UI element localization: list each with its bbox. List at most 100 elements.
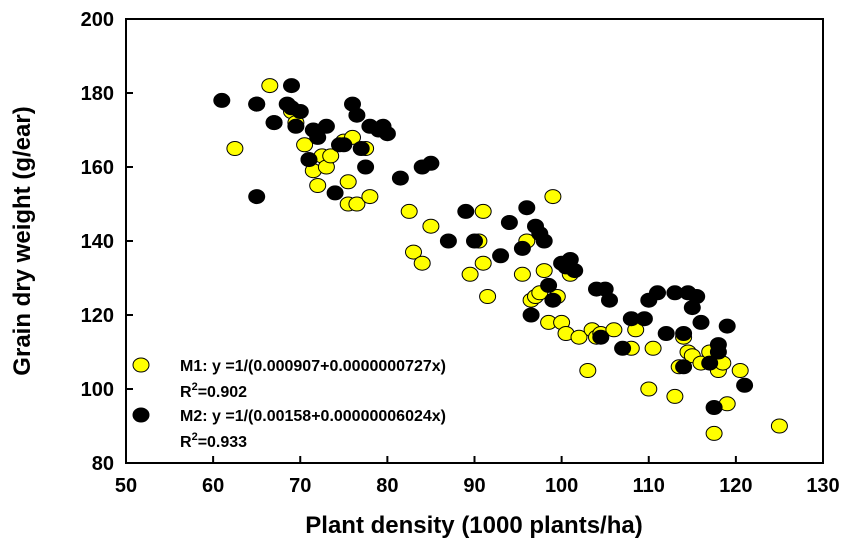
data-point-m2	[513, 240, 531, 256]
legend-r2-m1: R2=0.902	[180, 381, 247, 401]
data-point-m2	[675, 326, 693, 341]
y-tick-label: 180	[81, 83, 114, 105]
data-point-m1	[479, 289, 497, 304]
data-point-m2	[518, 200, 536, 216]
data-point-m1	[261, 78, 279, 94]
data-point-m2	[391, 170, 409, 186]
data-point-m1	[605, 322, 623, 338]
data-point-m2	[348, 107, 366, 123]
data-point-m1	[413, 255, 431, 271]
data-point-m2	[317, 118, 335, 134]
data-point-m2	[692, 314, 710, 330]
legend-equation-m2: M2: y =1/(0.00158+0.00000006024x)	[180, 408, 446, 425]
data-point-m2	[688, 289, 706, 304]
data-point-m1	[296, 137, 314, 153]
data-point-m2	[309, 129, 327, 145]
x-axis: 50 60 70 80 90 100 110 120 130	[115, 456, 840, 497]
data-point-m1	[579, 363, 597, 378]
data-point-m2	[736, 377, 754, 393]
data-point-m2	[540, 277, 558, 293]
legend-equation-m1: M1: y =1/(0.000907+0.0000000727x)	[180, 358, 446, 375]
data-point-m1	[731, 363, 749, 378]
data-point-m1	[770, 418, 788, 434]
data-point-m2	[265, 115, 283, 131]
data-point-m2	[566, 263, 584, 279]
x-tick-label: 90	[463, 475, 485, 497]
data-point-m1	[348, 196, 366, 212]
data-point-m2	[601, 292, 618, 308]
data-point-m2	[492, 248, 510, 264]
x-tick-label: 80	[376, 475, 398, 497]
legend-item-m1: M1: y =1/(0.000907+0.0000000727x) R2=0.9…	[132, 357, 446, 401]
data-point-m2	[213, 92, 231, 108]
data-point-m1	[535, 263, 553, 279]
data-point-m2	[657, 326, 675, 341]
legend-marker-m2	[132, 407, 150, 423]
y-axis: 80 100 120 140 160 180 200	[81, 9, 133, 475]
data-point-m1	[226, 141, 244, 156]
data-point-m2	[287, 118, 305, 134]
data-point-m2	[466, 233, 483, 249]
legend-r2-m2: R2=0.933	[180, 431, 247, 451]
data-point-m2	[283, 78, 300, 94]
legend: M1: y =1/(0.000907+0.0000000727x) R2=0.9…	[132, 357, 446, 451]
data-point-m1	[570, 329, 588, 345]
data-point-m1	[400, 203, 418, 219]
data-point-m2	[291, 104, 309, 119]
data-point-m2	[439, 233, 457, 249]
x-tick-label: 100	[545, 475, 578, 497]
data-point-m2	[649, 285, 666, 301]
data-point-m1	[513, 266, 531, 282]
data-point-m1	[474, 203, 492, 219]
data-point-m2	[614, 340, 632, 356]
data-point-m1	[422, 218, 440, 234]
data-point-m1	[640, 381, 658, 397]
data-point-m2	[335, 137, 353, 153]
data-point-m1	[474, 255, 492, 271]
data-point-m1	[322, 148, 340, 164]
data-point-m2	[422, 155, 440, 171]
y-tick-label: 80	[92, 453, 114, 475]
data-point-m2	[675, 359, 693, 375]
data-point-m1	[666, 388, 684, 404]
data-point-m1	[461, 266, 479, 282]
y-tick-label: 120	[81, 305, 114, 327]
y-tick-label: 160	[81, 157, 114, 179]
data-point-m2	[718, 318, 736, 334]
data-point-m2	[248, 96, 266, 112]
data-point-m2	[701, 355, 719, 371]
legend-item-m2: M2: y =1/(0.00158+0.00000006024x) R2=0.9…	[132, 407, 446, 451]
data-point-m1	[644, 340, 662, 356]
x-tick-label: 130	[806, 475, 839, 497]
data-point-m2	[705, 400, 723, 415]
data-point-m1	[339, 174, 357, 190]
legend-marker-m1	[132, 357, 150, 373]
data-point-m1	[361, 189, 379, 205]
data-point-m1	[544, 189, 562, 205]
data-point-m2	[357, 159, 375, 175]
data-point-m2	[535, 233, 553, 249]
data-point-m1	[705, 425, 723, 441]
data-point-m2	[592, 329, 610, 345]
data-point-m2	[544, 292, 562, 308]
data-point-m2	[709, 344, 727, 360]
x-tick-label: 50	[115, 475, 137, 497]
x-axis-title: Plant density (1000 plants/ha)	[305, 512, 642, 539]
data-points	[213, 78, 788, 441]
x-tick-label: 120	[719, 475, 752, 497]
y-tick-label: 140	[81, 231, 114, 253]
y-tick-label: 100	[81, 379, 114, 401]
data-point-m2	[326, 185, 344, 201]
data-point-m2	[522, 307, 540, 323]
data-point-m2	[352, 141, 370, 156]
y-tick-label: 200	[81, 9, 114, 31]
data-point-m2	[500, 215, 518, 230]
x-tick-label: 60	[202, 475, 224, 497]
x-tick-label: 110	[633, 475, 665, 497]
y-axis-title: Grain dry weight (g/ear)	[9, 106, 36, 375]
data-point-m2	[248, 189, 266, 205]
data-point-m1	[309, 178, 327, 193]
x-tick-label: 70	[289, 475, 311, 497]
data-point-m1	[405, 244, 422, 260]
